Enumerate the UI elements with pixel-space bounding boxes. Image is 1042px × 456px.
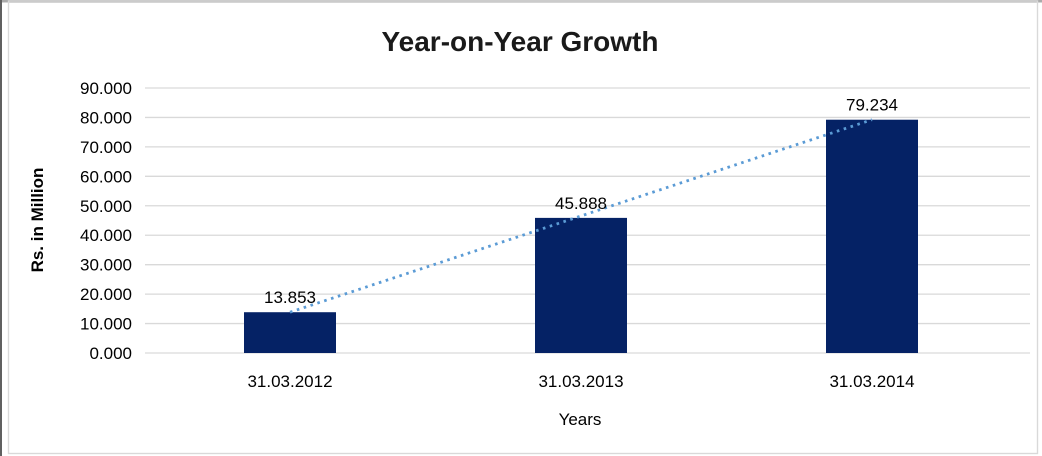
y-tick-label: 10.000	[80, 315, 132, 334]
x-axis-tick-labels: 31.03.2012 31.03.2013 31.03.2014	[247, 372, 914, 391]
y-axis-tick-labels: 0.000 10.000 20.000 30.000 40.000 50.000 60.00…	[80, 79, 132, 363]
bar-31.03.2013[interactable]	[535, 217, 627, 353]
y-tick-label: 80.000	[80, 108, 132, 127]
bar-series	[244, 119, 918, 353]
bar-value-labels: 13.853 45.888 79.234	[264, 96, 898, 308]
y-tick-label: 0.000	[89, 344, 132, 363]
y-tick-label: 50.000	[80, 197, 132, 216]
y-tick-label: 90.000	[80, 79, 132, 98]
screenshot-edge-left	[0, 0, 2, 456]
x-tick-label: 31.03.2012	[247, 372, 332, 391]
bar-value-label: 45.888	[555, 194, 607, 213]
y-tick-label: 20.000	[80, 285, 132, 304]
bar-value-label: 13.853	[264, 288, 316, 307]
y-tick-label: 30.000	[80, 256, 132, 275]
y-axis-title: Rs. in Million	[28, 168, 47, 273]
bar-31.03.2012[interactable]	[244, 312, 336, 353]
trendline-layer	[289, 118, 873, 314]
x-tick-label: 31.03.2013	[538, 372, 623, 391]
y-tick-label: 70.000	[80, 138, 132, 157]
y-tick-label: 40.000	[80, 226, 132, 245]
x-tick-label: 31.03.2014	[829, 372, 914, 391]
bar-31.03.2014[interactable]	[826, 119, 918, 353]
x-axis-title: Years	[559, 410, 602, 429]
bar-value-label: 79.234	[846, 96, 898, 115]
chart-title: Year-on-Year Growth	[382, 26, 659, 57]
y-tick-label: 60.000	[80, 167, 132, 186]
chart-frame-border	[7, 0, 1039, 455]
trendline	[289, 118, 873, 314]
